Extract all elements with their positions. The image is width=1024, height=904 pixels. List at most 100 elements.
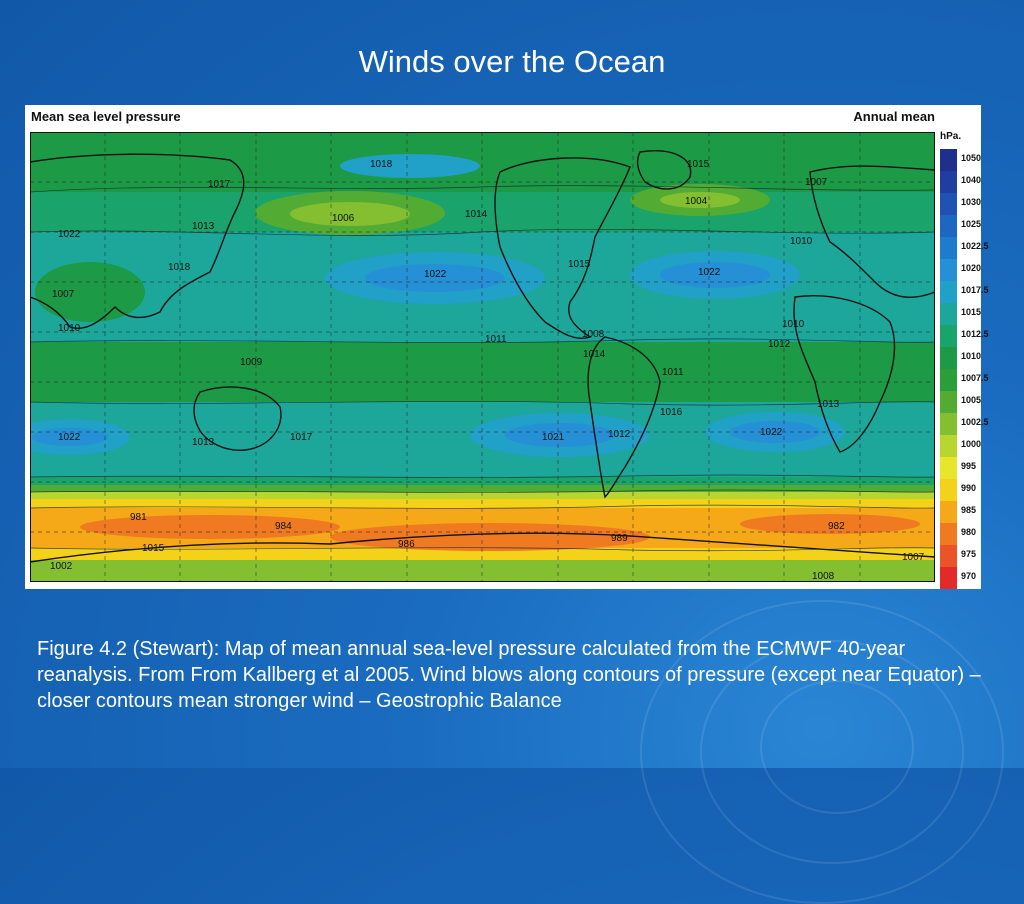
graticule [30,132,935,582]
colorbar-label: 980 [961,527,977,537]
contour-label: 1002 [50,561,73,572]
contour-label: 1014 [465,209,488,220]
contour-label: 1007 [902,552,925,563]
azores-high-core [660,262,770,288]
contour-label: 1015 [568,259,591,270]
colorbar-label: 1010 [961,351,982,361]
eurasia-outline [30,153,245,329]
antarctic-trough [330,523,650,551]
contour-label: 1017 [208,179,231,190]
figure-title: Mean sea level pressure [31,109,181,124]
colorbar-label: 995 [961,461,977,471]
colorbar-swatch [940,325,957,347]
contour-label: 1022 [58,432,81,443]
contour-label: 986 [398,539,415,550]
contour-label: 1022 [58,229,81,240]
pressure-band [30,499,935,508]
contour-label: 1016 [660,407,683,418]
colorbar-label: 1020 [961,263,982,273]
contour-label: 1017 [290,432,313,443]
colorbar-swatch [940,457,957,479]
contour-label: 1006 [332,213,355,224]
colorbar-swatch [940,435,957,457]
contour-label: 1021 [542,432,565,443]
colorbar-label: 1007.5 [961,373,989,383]
isobars [30,185,935,552]
colorbar-swatch [940,391,957,413]
contour-label: 1015 [142,543,165,554]
colorbar-label: 1030 [961,197,982,207]
asia-monsoon-low [35,262,145,322]
pressure-band [30,492,935,499]
siberian-high [340,154,480,178]
pressure-colorbar: hPa. 1050 1040 1030 1025 1022.5 1020 1017.5 101… [940,127,989,589]
contour-label: 1007 [805,177,828,188]
pressure-map-figure: Mean sea level pressure Annual mean [25,105,989,589]
colorbar-label: 970 [961,571,977,581]
colorbar-label: 990 [961,483,977,493]
colorbar-swatch [940,281,957,303]
contour-label: 989 [611,533,628,544]
contour-label: 1012 [608,429,631,440]
continent-outlines [30,150,935,582]
africa-outline [793,295,896,453]
greenland-outline [636,150,692,190]
contour-label: 1010 [790,236,813,247]
antarctic-trough [80,515,340,539]
contour-label: 1004 [685,196,708,207]
contour-label: 984 [275,521,292,532]
colorbar-label: 1050 [961,153,982,163]
colorbar-label: 1017.5 [961,285,989,295]
colorbar-label: 1000 [961,439,982,449]
colorbar-swatch [940,369,957,391]
contour-label: 1011 [662,367,684,378]
colorbar-unit: hPa. [940,131,962,142]
contour-label: 1014 [583,349,606,360]
contour-label: 1013 [192,221,215,232]
pressure-band-north [30,132,935,192]
contour-label: 1007 [52,289,75,300]
contour-label: 1018 [168,262,191,273]
pressure-band-antarctic [30,560,935,582]
contour-label: 981 [130,512,147,523]
colorbar-swatch [940,567,957,589]
contour-label: 1012 [768,339,791,350]
figure-period: Annual mean [853,109,935,124]
colorbar-swatch [940,545,957,567]
contour-label: 1011 [485,334,507,345]
contour-label: 1018 [370,159,393,170]
contour-label: 1015 [687,159,710,170]
south-america-outline [587,336,661,499]
antarctic-trough [740,514,920,534]
contour-label: 1013 [817,399,840,410]
colorbar-label: 1002.5 [961,417,989,427]
colorbar-label: 985 [961,505,977,515]
colorbar-swatch [940,501,957,523]
colorbar-label: 1025 [961,219,982,229]
map-frame [30,132,935,582]
north-pacific-high-core [365,264,505,292]
colorbar-label: 1015 [961,307,982,317]
slide-title: Winds over the Ocean [358,44,666,79]
south-pacific-high-core [505,423,615,447]
contour-label: 1008 [812,571,835,582]
aleutian-low-core [290,202,410,226]
colorbar-swatch [940,347,957,369]
contour-label: 1022 [424,269,447,280]
contour-label: 1013 [192,437,215,448]
colorbar-label: 975 [961,549,977,559]
colorbar-swatch [940,259,957,281]
colorbar-swatch [940,237,957,259]
colorbar-swatch [940,171,957,193]
colorbar-swatch [940,149,957,171]
colorbar-swatch [940,215,957,237]
pressure-band [30,485,935,492]
indian-ocean-high-core [32,428,108,446]
colorbar-swatch [940,193,957,215]
contour-label: 1008 [582,329,605,340]
colorbar-label: 1012.5 [961,329,989,339]
pressure-band-equator [30,342,935,402]
contour-label: 1010 [58,323,81,334]
eurasia-east-outline [809,165,935,298]
figure-caption: Figure 4.2 (Stewart): Map of mean annual… [37,638,981,712]
